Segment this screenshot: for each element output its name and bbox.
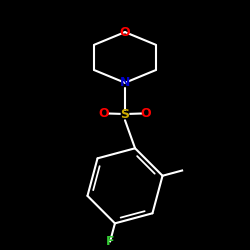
Text: O: O bbox=[141, 107, 151, 120]
Text: S: S bbox=[120, 108, 130, 121]
Text: F: F bbox=[106, 235, 114, 248]
Text: O: O bbox=[120, 26, 130, 38]
Text: O: O bbox=[99, 107, 109, 120]
Text: N: N bbox=[120, 76, 130, 89]
